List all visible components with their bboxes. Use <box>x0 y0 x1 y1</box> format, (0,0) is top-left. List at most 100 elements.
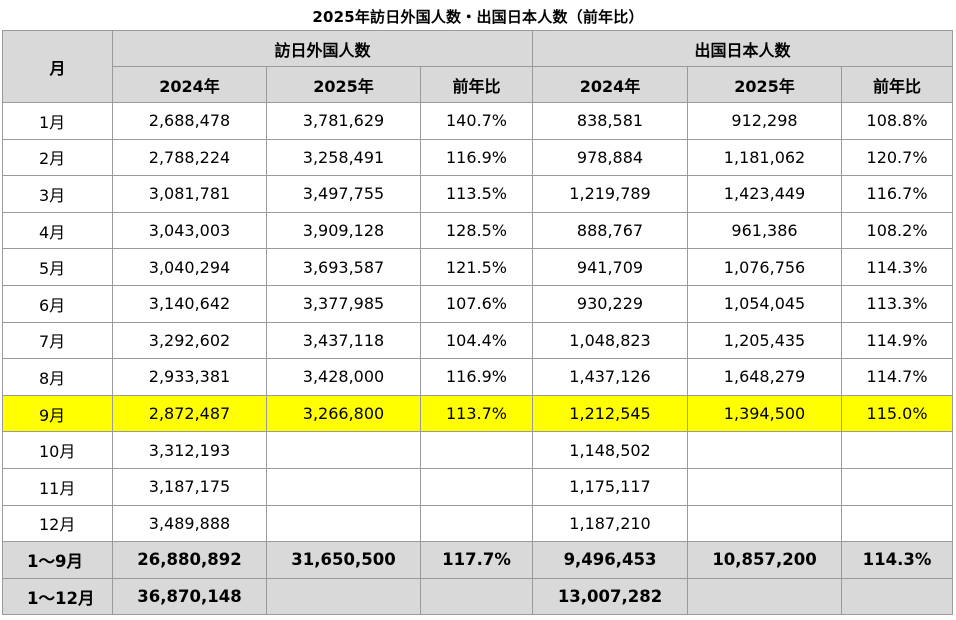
inbound-2024-cell: 3,043,003 <box>112 211 267 250</box>
inbound-ratio-cell: 104.4% <box>419 321 534 360</box>
inbound-ratio-cell <box>419 467 534 506</box>
outbound-ratio-cell <box>841 467 954 506</box>
inbound-2025-cell <box>266 577 421 616</box>
table-row: 5月 3,040,294 3,693,587 121.5% 941,709 1,076,7… <box>2 248 954 286</box>
inbound-ratio-cell <box>419 577 534 616</box>
table-row: 4月 3,043,003 3,909,128 128.5% 888,767 961,386… <box>2 211 954 250</box>
outbound-2025-cell: 1,648,279 <box>687 358 843 396</box>
table-row: 9月 2,872,487 3,266,800 113.7% 1,212,545 1,394… <box>2 394 954 433</box>
table-title: 2025年訪日外国人数・出国日本人数（前年比） <box>312 8 644 26</box>
inbound-2025-cell: 3,437,118 <box>266 321 421 360</box>
header-inbound-2025: 2025年 <box>266 66 421 103</box>
inbound-ratio-cell: 116.9% <box>419 358 534 396</box>
outbound-ratio-cell: 113.3% <box>841 284 954 323</box>
inbound-2025-cell: 3,781,629 <box>266 102 421 140</box>
outbound-ratio-cell: 108.2% <box>841 211 954 250</box>
month-cell: 4月 <box>2 211 113 250</box>
header-group-inbound: 訪日外国人数 <box>111 30 534 67</box>
outbound-2025-cell: 961,386 <box>687 211 843 250</box>
table-row: 6月 3,140,642 3,377,985 107.6% 930,229 1,054,0… <box>2 284 954 323</box>
inbound-2024-cell: 2,788,224 <box>112 138 267 177</box>
table-row: 10月 3,312,193 1,148,502 <box>2 431 954 469</box>
inbound-ratio-cell: 107.6% <box>419 284 534 323</box>
outbound-ratio-cell: 120.7% <box>841 138 954 177</box>
header-outbound-ratio: 前年比 <box>841 66 954 103</box>
inbound-2025-cell: 3,693,587 <box>266 248 421 286</box>
inbound-2024-cell: 3,312,193 <box>112 431 267 469</box>
inbound-ratio-cell <box>419 431 534 469</box>
inbound-2025-cell <box>266 504 421 543</box>
inbound-2025-cell: 3,377,985 <box>266 284 421 323</box>
outbound-2025-cell: 1,181,062 <box>687 138 843 177</box>
outbound-2025-cell: 912,298 <box>687 102 843 140</box>
inbound-2024-cell: 2,872,487 <box>112 394 267 433</box>
outbound-2024-cell: 13,007,282 <box>532 577 689 616</box>
outbound-2024-cell: 1,148,502 <box>532 431 689 469</box>
table-row: 1月 2,688,478 3,781,629 140.7% 838,581 912,298… <box>2 102 954 140</box>
outbound-2024-cell: 1,437,126 <box>532 358 689 396</box>
table-row: 8月 2,933,381 3,428,000 116.9% 1,437,126 1,648… <box>2 358 954 396</box>
outbound-2025-cell: 10,857,200 <box>687 541 843 579</box>
outbound-ratio-cell: 114.3% <box>841 541 954 579</box>
outbound-2024-cell: 9,496,453 <box>532 541 689 579</box>
outbound-2024-cell: 930,229 <box>532 284 689 323</box>
outbound-2025-cell <box>687 504 843 543</box>
month-cell: 10月 <box>2 431 113 469</box>
inbound-2024-cell: 3,489,888 <box>112 504 267 543</box>
inbound-2025-cell <box>266 431 421 469</box>
inbound-2024-cell: 3,140,642 <box>112 284 267 323</box>
outbound-2025-cell: 1,205,435 <box>687 321 843 360</box>
inbound-ratio-cell: 113.7% <box>419 394 534 433</box>
outbound-2024-cell: 888,767 <box>532 211 689 250</box>
table-row: 7月 3,292,602 3,437,118 104.4% 1,048,823 1,205… <box>2 321 954 360</box>
outbound-2024-cell: 1,175,117 <box>532 467 689 506</box>
outbound-ratio-cell: 114.9% <box>841 321 954 360</box>
month-cell: 5月 <box>2 248 113 286</box>
month-cell: 2月 <box>2 138 113 177</box>
outbound-2025-cell: 1,054,045 <box>687 284 843 323</box>
outbound-2024-cell: 1,212,545 <box>532 394 689 433</box>
outbound-2024-cell: 838,581 <box>532 102 689 140</box>
outbound-2025-cell <box>687 577 843 616</box>
inbound-ratio-cell <box>419 504 534 543</box>
header-inbound-ratio: 前年比 <box>419 66 534 103</box>
month-cell: 11月 <box>2 467 113 506</box>
header-month: 月 <box>2 30 113 103</box>
outbound-ratio-cell: 114.3% <box>841 248 954 286</box>
total-row: 1～12月 36,870,148 13,007,282 <box>2 577 954 616</box>
inbound-2025-cell: 3,497,755 <box>266 175 421 213</box>
header-outbound-2024: 2024年 <box>532 66 689 103</box>
inbound-2024-cell: 3,292,602 <box>112 321 267 360</box>
outbound-2024-cell: 1,048,823 <box>532 321 689 360</box>
inbound-2024-cell: 26,880,892 <box>112 541 267 579</box>
outbound-ratio-cell <box>841 504 954 543</box>
outbound-2025-cell <box>687 431 843 469</box>
month-cell: 8月 <box>2 358 113 396</box>
total-row: 1～9月 26,880,892 31,650,500 117.7% 9,496,453 1… <box>2 541 954 579</box>
inbound-2024-cell: 2,933,381 <box>112 358 267 396</box>
tourism-stats-table: 月 訪日外国人数 出国日本人数 2024年 2025年 前年比 2024年 20… <box>2 30 954 616</box>
month-cell: 1月 <box>2 102 113 140</box>
table-row: 12月 3,489,888 1,187,210 <box>2 504 954 543</box>
inbound-2024-cell: 3,040,294 <box>112 248 267 286</box>
inbound-2025-cell: 3,266,800 <box>266 394 421 433</box>
table-row: 11月 3,187,175 1,175,117 <box>2 467 954 506</box>
inbound-2024-cell: 2,688,478 <box>112 102 267 140</box>
inbound-2025-cell <box>266 467 421 506</box>
outbound-ratio-cell <box>841 431 954 469</box>
outbound-2024-cell: 941,709 <box>532 248 689 286</box>
inbound-2024-cell: 36,870,148 <box>112 577 267 616</box>
inbound-2024-cell: 3,187,175 <box>112 467 267 506</box>
outbound-ratio-cell: 116.7% <box>841 175 954 213</box>
inbound-2025-cell: 3,909,128 <box>266 211 421 250</box>
inbound-2025-cell: 3,258,491 <box>266 138 421 177</box>
outbound-ratio-cell: 114.7% <box>841 358 954 396</box>
inbound-ratio-cell: 113.5% <box>419 175 534 213</box>
outbound-2025-cell <box>687 467 843 506</box>
outbound-2024-cell: 1,219,789 <box>532 175 689 213</box>
outbound-ratio-cell: 108.8% <box>841 102 954 140</box>
outbound-2025-cell: 1,423,449 <box>687 175 843 213</box>
outbound-ratio-cell: 115.0% <box>841 394 954 433</box>
outbound-2025-cell: 1,076,756 <box>687 248 843 286</box>
month-cell: 1～9月 <box>2 541 113 579</box>
